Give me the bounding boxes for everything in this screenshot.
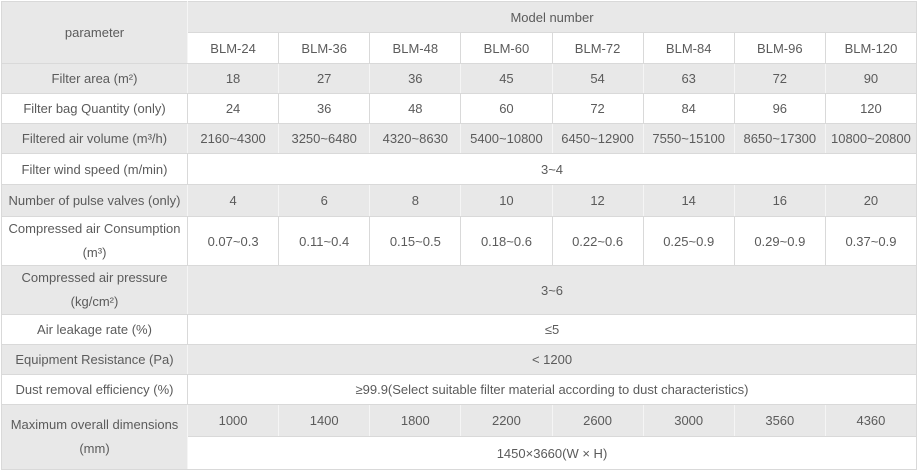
value-cell: 12 [551,184,644,217]
value-cell: 8650~17300 [733,123,826,154]
label-line: (kg/cm²) [70,294,119,309]
row-label: Dust removal efficiency (%) [1,374,188,405]
value-cell: 60 [460,93,553,124]
row-label: Filter bag Quantity (only) [1,93,188,124]
value-cell: 10800~20800 [824,123,918,154]
label-line: (mm) [79,441,110,456]
row-label: Equipment Resistance (Pa) [1,344,188,375]
merged-value-cell: 3~4 [187,153,917,185]
value-cell: 3000 [642,404,735,437]
value-cell: 1800 [369,404,462,437]
value-cell: 20 [824,184,918,217]
row-label: Maximum overall dimensions (mm) [1,404,188,470]
row-label: Filter area (m²) [1,63,188,94]
value-cell: 1400 [278,404,371,437]
row-label: Compressed air Consumption (m³) [1,216,188,266]
value-cell: 0.25~0.9 [642,216,735,266]
merged-value-cell: 3~6 [187,265,917,315]
value-cell: 7550~15100 [642,123,735,154]
value-cell: 48 [369,93,462,124]
row-label: Filter wind speed (m/min) [1,153,188,185]
value-cell: 14 [642,184,735,217]
value-cell: 3560 [733,404,826,437]
row-label: Number of pulse valves (only) [1,184,188,217]
value-cell: 24 [186,93,280,124]
value-cell: 3250~6480 [278,123,371,154]
label-line: Compressed air pressure [21,270,168,285]
value-cell: 0.11~0.4 [278,216,371,266]
label-line: Compressed air Consumption [8,221,181,236]
row-filtered-air-volume: Filtered air volume (m³/h) 2160~4300 325… [1,123,918,154]
value-cell: 2600 [551,404,644,437]
row-filter-area: Filter area (m²) 18 27 36 45 54 63 72 90 [1,63,918,94]
row-dust-removal-efficiency: Dust removal efficiency (%) ≥99.9(Select… [1,374,917,405]
value-cell: 36 [369,63,462,94]
model-header-cell: BLM-36 [278,32,371,64]
model-header-cell: BLM-60 [460,32,553,64]
value-cell: 36 [278,93,371,124]
model-header-cell: BLM-120 [824,32,918,64]
value-cell: 0.07~0.3 [186,216,280,266]
value-cell: 90 [824,63,918,94]
merged-value-cell: < 1200 [187,344,917,375]
value-cell: 1000 [186,404,280,437]
value-cell: 54 [551,63,644,94]
value-cell: 6450~12900 [551,123,644,154]
value-cell: 0.29~0.9 [733,216,826,266]
value-cell: 2200 [460,404,553,437]
row-filter-wind-speed: Filter wind speed (m/min) 3~4 [1,153,917,185]
merged-value-cell: ≥99.9(Select suitable filter material ac… [187,374,917,405]
row-pulse-valves: Number of pulse valves (only) 4 6 8 10 1… [1,184,918,217]
value-cell: 72 [733,63,826,94]
row-label: Filtered air volume (m³/h) [1,123,188,154]
value-cell: 96 [733,93,826,124]
label-line: Maximum overall dimensions [10,417,179,432]
value-cell: 84 [642,93,735,124]
label-line: (m³) [82,245,107,260]
model-number-header-cell: Model number [187,1,917,33]
row-compressed-air-consumption: Compressed air Consumption (m³) 0.07~0.3… [1,216,918,266]
row-max-dimensions-values: Maximum overall dimensions (mm) 1000 140… [1,404,918,470]
value-cell: 27 [278,63,371,94]
value-cell: 120 [824,93,918,124]
row-filter-bag-quantity: Filter bag Quantity (only) 24 36 48 60 7… [1,93,918,124]
value-cell: 8 [369,184,462,217]
value-cell: 16 [733,184,826,217]
value-cell: 4320~8630 [369,123,462,154]
value-cell: 0.15~0.5 [369,216,462,266]
value-cell: 0.37~0.9 [824,216,918,266]
header-row-model-number: parameter Model number [1,1,917,64]
parameter-header-cell: parameter [1,1,188,64]
value-cell: 63 [642,63,735,94]
model-header-cell: BLM-84 [642,32,735,64]
value-cell: 45 [460,63,553,94]
value-cell: 10 [460,184,553,217]
row-compressed-air-pressure: Compressed air pressure (kg/cm²) 3~6 [1,265,917,315]
value-cell: 0.18~0.6 [460,216,553,266]
row-equipment-resistance: Equipment Resistance (Pa) < 1200 [1,344,917,375]
header-row-models: BLM-24 BLM-36 BLM-48 BLM-60 BLM-72 BLM-8… [2,32,918,64]
model-header-cell: BLM-24 [186,32,280,64]
row-label: Compressed air pressure (kg/cm²) [1,265,188,315]
model-header-cell: BLM-72 [551,32,644,64]
value-cell: 72 [551,93,644,124]
row-max-dimensions-merged: 1450×3660(W × H) [2,436,917,470]
model-header-cell: BLM-96 [733,32,826,64]
merged-value-cell: 1450×3660(W × H) [187,436,917,470]
row-air-leakage-rate: Air leakage rate (%) ≤5 [1,314,917,345]
row-label: Air leakage rate (%) [1,314,188,345]
value-cell: 18 [186,63,280,94]
merged-value-cell: ≤5 [187,314,917,345]
value-cell: 0.22~0.6 [551,216,644,266]
value-cell: 4 [186,184,280,217]
value-cell: 4360 [824,404,918,437]
value-cell: 5400~10800 [460,123,553,154]
value-cell: 2160~4300 [186,123,280,154]
model-header-cell: BLM-48 [369,32,462,64]
value-cell: 6 [278,184,371,217]
